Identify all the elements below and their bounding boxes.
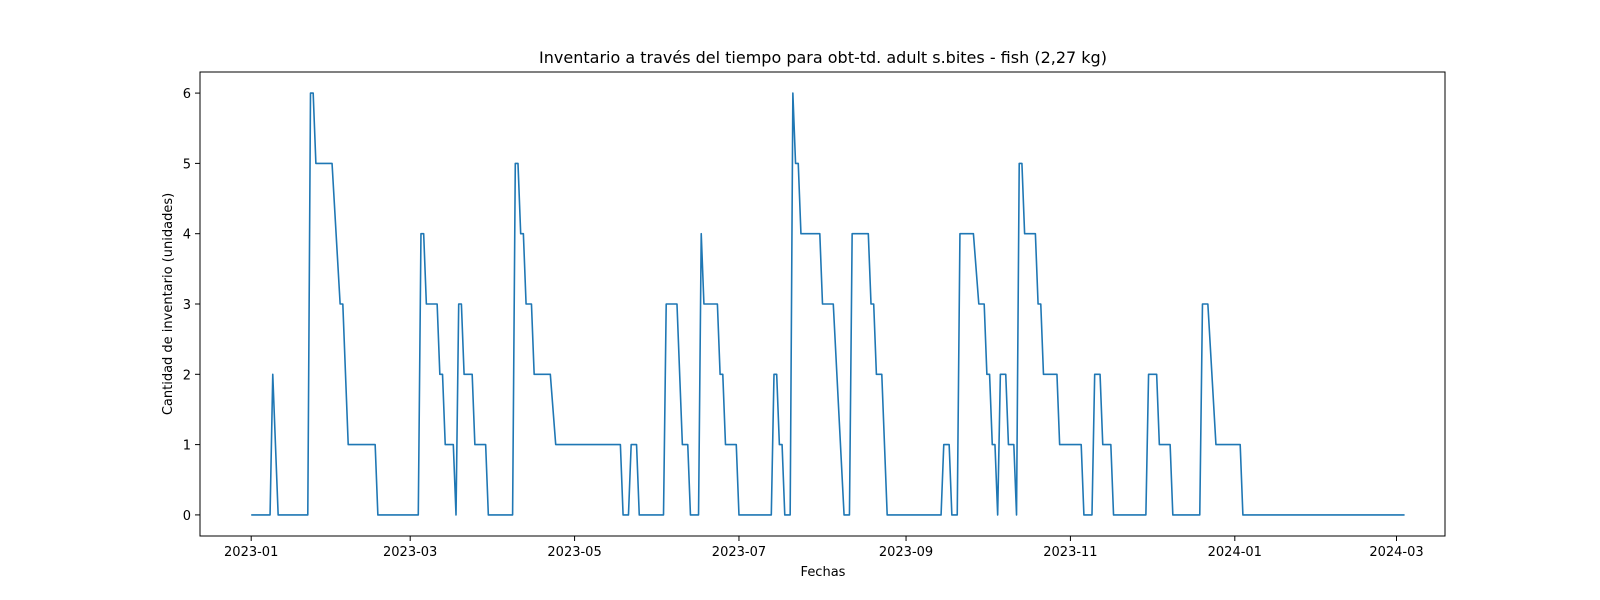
chart-title: Inventario a través del tiempo para obt-…: [539, 48, 1107, 67]
y-tick-label: 3: [183, 298, 191, 313]
y-tick-label: 1: [183, 439, 191, 454]
x-tick-label: 2023-03: [383, 545, 437, 560]
y-tick-label: 6: [183, 87, 191, 102]
x-tick-label: 2023-05: [547, 545, 601, 560]
x-tick-label: 2024-03: [1369, 545, 1423, 560]
y-tick-label: 5: [183, 157, 191, 172]
x-tick-label: 2023-07: [712, 545, 766, 560]
x-tick-label: 2024-01: [1208, 545, 1262, 560]
x-tick-label: 2023-01: [224, 545, 278, 560]
plot-area: 2023-01 2023-03 2023-05 2023-07 2023-09 2023-…: [183, 71, 1446, 560]
x-tick-label: 2023-09: [879, 545, 933, 560]
x-tick-label: 2023-11: [1043, 545, 1097, 560]
y-axis-label: Cantidad de inventario (unidades): [161, 193, 176, 415]
series-line-0: [251, 92, 1405, 516]
y-tick-label: 4: [183, 228, 191, 243]
y-tick-label: 0: [183, 509, 191, 524]
y-tick-label: 2: [183, 368, 191, 383]
x-axis-label: Fechas: [801, 565, 846, 580]
